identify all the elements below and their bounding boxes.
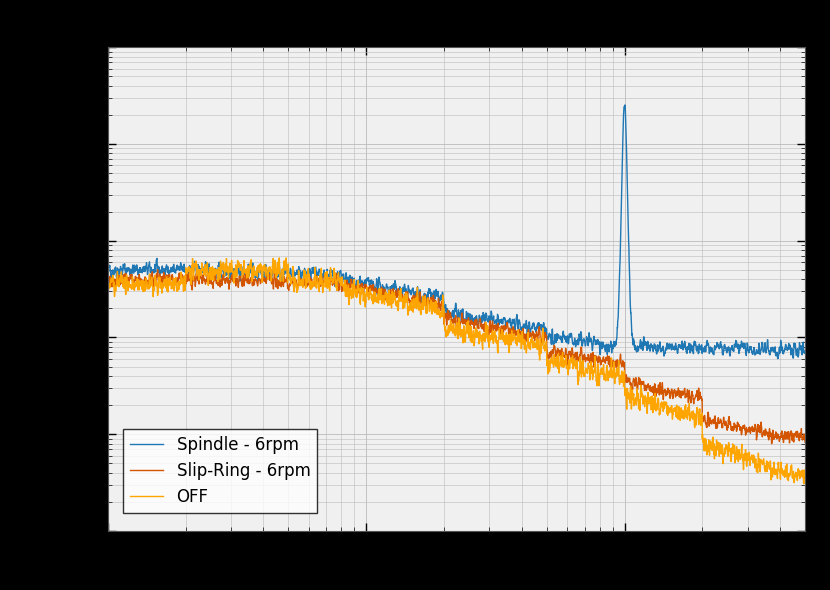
OFF: [224, 267, 234, 274]
Slip-Ring - 6rpm: [401, 289, 411, 296]
Slip-Ring - 6rpm: [787, 437, 797, 444]
OFF: [711, 437, 721, 444]
Spindle - 6rpm: [183, 268, 193, 275]
OFF: [103, 286, 113, 293]
Line: OFF: OFF: [108, 258, 805, 484]
Slip-Ring - 6rpm: [711, 419, 721, 427]
OFF: [787, 461, 797, 468]
OFF: [798, 480, 808, 487]
OFF: [401, 291, 411, 299]
Legend: Spindle - 6rpm, Slip-Ring - 6rpm, OFF: Spindle - 6rpm, Slip-Ring - 6rpm, OFF: [123, 429, 317, 513]
Line: Spindle - 6rpm: Spindle - 6rpm: [108, 105, 805, 359]
OFF: [800, 475, 810, 482]
Spindle - 6rpm: [800, 349, 810, 356]
OFF: [183, 267, 193, 274]
Line: Slip-Ring - 6rpm: Slip-Ring - 6rpm: [108, 270, 805, 444]
Slip-Ring - 6rpm: [370, 285, 380, 292]
OFF: [274, 254, 284, 261]
Slip-Ring - 6rpm: [224, 286, 234, 293]
Slip-Ring - 6rpm: [800, 439, 810, 446]
Slip-Ring - 6rpm: [153, 266, 163, 273]
Spindle - 6rpm: [620, 101, 630, 109]
Slip-Ring - 6rpm: [183, 278, 193, 285]
Spindle - 6rpm: [370, 286, 380, 293]
Spindle - 6rpm: [773, 355, 783, 362]
Spindle - 6rpm: [401, 288, 411, 295]
Spindle - 6rpm: [787, 345, 797, 352]
Spindle - 6rpm: [224, 268, 234, 276]
Slip-Ring - 6rpm: [767, 440, 777, 447]
Spindle - 6rpm: [103, 266, 113, 273]
Spindle - 6rpm: [711, 343, 721, 350]
Slip-Ring - 6rpm: [103, 281, 113, 288]
OFF: [370, 291, 380, 298]
